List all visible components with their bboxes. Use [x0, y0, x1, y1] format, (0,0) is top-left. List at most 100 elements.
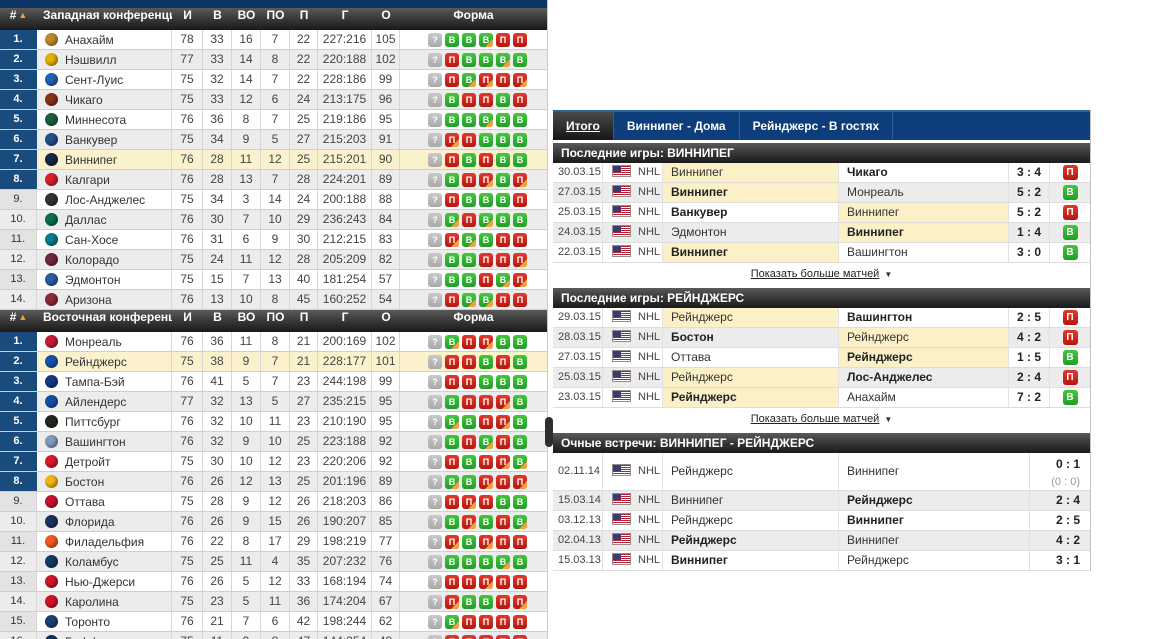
team-name-link[interactable]: Филадельфия [65, 535, 145, 549]
away-team-cell[interactable]: Рейнджерс [839, 551, 1030, 570]
stat-otw-cell: 11 [232, 250, 261, 269]
team-name-link[interactable]: Ванкувер [65, 133, 118, 147]
column-header-П[interactable]: П [299, 8, 309, 22]
home-team-cell[interactable]: Виннипег [663, 163, 839, 182]
home-team-cell[interactable]: Ванкувер [663, 203, 839, 222]
column-header-В[interactable]: В [213, 8, 222, 22]
away-team-cell[interactable]: Вашингтон [839, 308, 1009, 327]
away-team-cell[interactable]: Виннипег [839, 453, 1030, 490]
away-team-cell[interactable]: Виннипег [839, 511, 1030, 530]
team-name-link[interactable]: Оттава [65, 495, 105, 509]
team-name-link[interactable]: Рейнджерс [65, 355, 127, 369]
stat-l-cell: 22 [290, 30, 318, 49]
show-more-link[interactable]: Показать больше матчей [750, 413, 880, 425]
team-name-link[interactable]: Калгари [65, 173, 110, 187]
away-team-cell[interactable]: Чикаго [839, 163, 1009, 182]
home-team-cell[interactable]: Оттава [663, 348, 839, 367]
column-header-П[interactable]: П [299, 310, 309, 324]
column-header-ПО[interactable]: ПО [266, 8, 285, 22]
column-header-И[interactable]: И [183, 310, 192, 324]
team-name-link[interactable]: Баффало [65, 635, 120, 639]
away-team-cell[interactable]: Виннипег [839, 531, 1030, 550]
home-team-cell[interactable]: Эдмонтон [663, 223, 839, 242]
home-team-cell[interactable]: Виннипег [663, 491, 839, 510]
team-name-link[interactable]: Виннипег [65, 153, 118, 167]
team-name-link[interactable]: Флорида [65, 515, 115, 529]
scrollbar-thumb[interactable] [545, 417, 553, 447]
team-name-link[interactable]: Айлендерс [65, 395, 127, 409]
home-team-cell[interactable]: Бостон [663, 328, 839, 347]
date-cell: 23.03.15 [553, 388, 603, 407]
standings-row: 11. Филадельфия 76 22 8 17 29 198:219 77? П В П П П [0, 532, 547, 552]
team-name-link[interactable]: Монреаль [65, 335, 122, 349]
team-name-link[interactable]: Аризона [65, 293, 112, 307]
home-team-cell[interactable]: Рейнджерс [663, 453, 839, 490]
panel-tab-1[interactable]: Виннипег - Дома [614, 112, 740, 140]
team-name-link[interactable]: Колорадо [65, 253, 120, 267]
form-badge-loss: П [462, 334, 476, 349]
panel-tab-2[interactable]: Рейнджерс - В гостях [740, 112, 894, 140]
away-team-cell[interactable]: Виннипег [839, 203, 1009, 222]
team-name-link[interactable]: Тампа-Бэй [65, 375, 125, 389]
standings-widget: # ▲ Западная конференция И В ВО ПО П Г О Форма 1. Ан… [0, 0, 548, 639]
home-team-cell[interactable]: Рейнджерс [663, 531, 839, 550]
stat-w-cell: 32 [203, 432, 232, 451]
team-name-link[interactable]: Сан-Хосе [65, 233, 119, 247]
form-badge-win: В [479, 32, 493, 47]
away-team-cell[interactable]: Анахайм [839, 388, 1009, 407]
team-name-link[interactable]: Анахайм [65, 33, 114, 47]
team-name-link[interactable]: Питтсбург [65, 415, 121, 429]
home-team-cell[interactable]: Рейнджерс [663, 308, 839, 327]
team-name-link[interactable]: Вашингтон [65, 435, 126, 449]
column-header-О[interactable]: О [381, 8, 391, 22]
away-team-cell[interactable]: Монреаль [839, 183, 1009, 202]
form-badge-win-result: В [1062, 245, 1078, 260]
team-name-link[interactable]: Нэшвилл [65, 53, 117, 67]
team-name-link[interactable]: Миннесота [65, 113, 127, 127]
stat-w-cell: 32 [203, 392, 232, 411]
away-team-cell[interactable]: Виннипег [839, 223, 1009, 242]
away-team-cell[interactable]: Лос-Анджелес [839, 368, 1009, 387]
away-team-cell[interactable]: Рейнджерс [839, 348, 1009, 367]
column-header-Г[interactable]: Г [341, 8, 349, 22]
home-team-cell[interactable]: Виннипег [663, 243, 839, 262]
column-header-О[interactable]: О [381, 310, 391, 324]
team-name-link[interactable]: Эдмонтон [65, 273, 121, 287]
home-team-cell[interactable]: Рейнджерс [663, 511, 839, 530]
goals-cell: 244:198 [318, 372, 372, 391]
show-more-link[interactable]: Показать больше матчей [750, 268, 880, 280]
column-header-Г[interactable]: Г [341, 310, 349, 324]
team-name-link[interactable]: Коламбус [65, 555, 119, 569]
form-cell: ? П В П П П [400, 70, 547, 89]
team-name-link[interactable]: Торонто [65, 615, 111, 629]
rank-sort-header[interactable]: # ▲ [0, 310, 37, 332]
team-name-link[interactable]: Бостон [65, 475, 105, 489]
home-team-cell[interactable]: Рейнджерс [663, 388, 839, 407]
form-badge-win: В [496, 374, 510, 389]
home-team-cell[interactable]: Виннипег [663, 551, 839, 570]
team-name-link[interactable]: Детройт [65, 455, 111, 469]
away-team-cell[interactable]: Рейнджерс [839, 328, 1009, 347]
away-team-cell[interactable]: Вашингтон [839, 243, 1009, 262]
panel-tab-0[interactable]: Итого [553, 112, 614, 140]
stat-otl-cell: 9 [261, 230, 290, 249]
column-header-И[interactable]: И [183, 8, 192, 22]
home-team-cell[interactable]: Рейнджерс [663, 368, 839, 387]
stat-otw-cell: 8 [232, 532, 261, 551]
column-header-ПО[interactable]: ПО [266, 310, 285, 324]
away-team-cell[interactable]: Рейнджерс [839, 491, 1030, 510]
column-header-В[interactable]: В [213, 310, 222, 324]
team-name-link[interactable]: Каролина [65, 595, 119, 609]
team-name-link[interactable]: Чикаго [65, 93, 103, 107]
home-team-cell[interactable]: Виннипег [663, 183, 839, 202]
column-header-ВО[interactable]: ВО [237, 8, 256, 22]
team-name-link[interactable]: Нью-Джерси [65, 575, 136, 589]
team-name-link[interactable]: Сент-Луис [65, 73, 124, 87]
column-header-ВО[interactable]: ВО [237, 310, 256, 324]
form-badge-unknown: ? [428, 52, 442, 67]
team-name-link[interactable]: Даллас [65, 213, 107, 227]
team-name-link[interactable]: Лос-Анджелес [65, 193, 146, 207]
team-cell: Питтсбург [37, 412, 172, 431]
rank-sort-header[interactable]: # ▲ [0, 8, 37, 30]
